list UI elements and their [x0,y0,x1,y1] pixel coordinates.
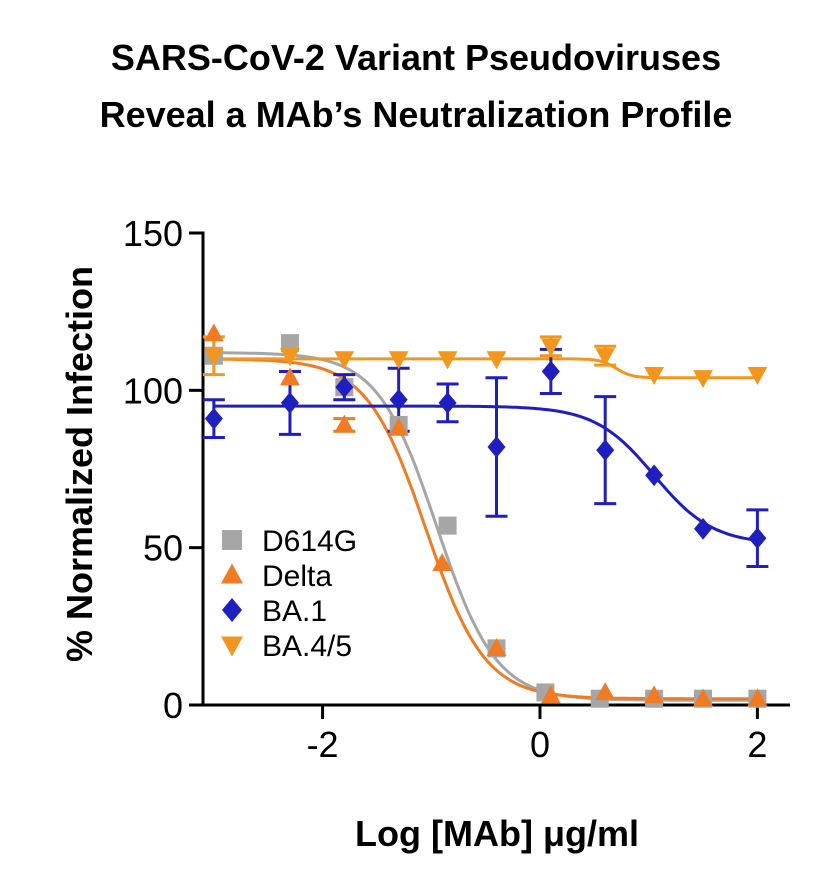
fit-curve-ba-1 [213,404,758,542]
legend-marker-d614g [222,530,242,550]
y-axis-title: % Normalized Infection [59,266,100,662]
fit-curve-ba-4-5 [213,357,758,380]
data-point-delta [432,553,453,572]
data-point-ba-1 [389,388,408,411]
data-point-ba-1 [748,527,767,550]
data-point-ba-4-5 [334,351,355,370]
data-point-d614g [438,516,457,535]
data-point-ba-1 [596,439,615,461]
chart-title-line-2: Reveal a MAb’s Neutralization Profile [99,94,733,135]
y-tick-label: 50 [143,528,183,569]
data-point-delta [595,682,616,701]
data-point-ba-1 [645,464,664,487]
y-tick-label: 150 [123,213,183,254]
x-axis-title: Log [MAb] μg/ml [355,813,639,854]
x-tick-label: 0 [530,724,550,765]
legend-label-delta: Delta [262,560,332,593]
data-point-ba-4-5 [280,348,300,367]
data-point-ba-1 [335,376,354,398]
data-point-ba-4-5 [437,351,458,370]
y-tick-label: 0 [163,685,183,726]
data-point-ba-1 [280,392,299,414]
data-point-delta [486,638,507,657]
x-tick-label: 2 [747,724,767,765]
data-point-ba-1 [204,407,223,430]
legend-label-d614g: D614G [262,525,357,558]
axes: 0 50 100 150 -2 0 2 [123,213,790,765]
data-point-delta [280,367,300,386]
data-point-ba-4-5 [693,370,713,389]
legend-label-ba-1: BA.1 [262,595,327,628]
data-point-delta [540,685,561,704]
data-point-ba-1 [694,517,713,540]
data-point-ba-4-5 [644,366,665,385]
data-point-ba-4-5 [203,348,224,367]
data-point-delta [747,688,768,707]
legend-marker-delta [221,563,243,584]
legend-marker-ba-1 [222,598,242,622]
data-point-delta [203,323,224,342]
data-point-d614g [280,334,299,353]
data-points [203,323,768,708]
data-point-ba-4-5 [595,348,616,367]
data-point-delta [644,685,665,704]
data-point-ba-1 [438,392,457,414]
legend-marker-ba-4-5 [221,636,243,657]
x-tick-label: -2 [307,724,339,765]
data-point-ba-1 [487,436,506,458]
fit-curves [213,351,758,702]
data-point-ba-4-5 [747,366,768,385]
data-point-delta [334,414,355,433]
data-point-ba-4-5 [540,338,561,357]
data-point-ba-4-5 [388,351,409,370]
fit-curve-delta [213,357,758,701]
legend-label-ba-4-5: BA.4/5 [262,630,352,663]
data-point-delta [693,688,713,707]
data-point-ba-4-5 [486,351,507,370]
data-point-delta [388,417,409,436]
data-point-ba-1 [541,360,560,383]
chart-title-line-1: SARS-CoV-2 Variant Pseudoviruses [110,37,722,78]
y-tick-label: 100 [123,370,183,411]
